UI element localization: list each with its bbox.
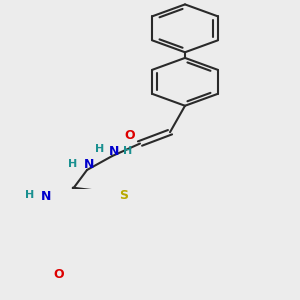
Text: N: N xyxy=(84,158,94,171)
Text: H: H xyxy=(123,146,133,156)
Text: H: H xyxy=(26,190,34,200)
Text: O: O xyxy=(125,130,135,142)
Text: N: N xyxy=(41,190,51,203)
Text: N: N xyxy=(109,145,119,158)
Text: H: H xyxy=(68,159,78,169)
Text: H: H xyxy=(95,144,105,154)
Text: O: O xyxy=(53,268,64,281)
Text: S: S xyxy=(119,189,128,202)
